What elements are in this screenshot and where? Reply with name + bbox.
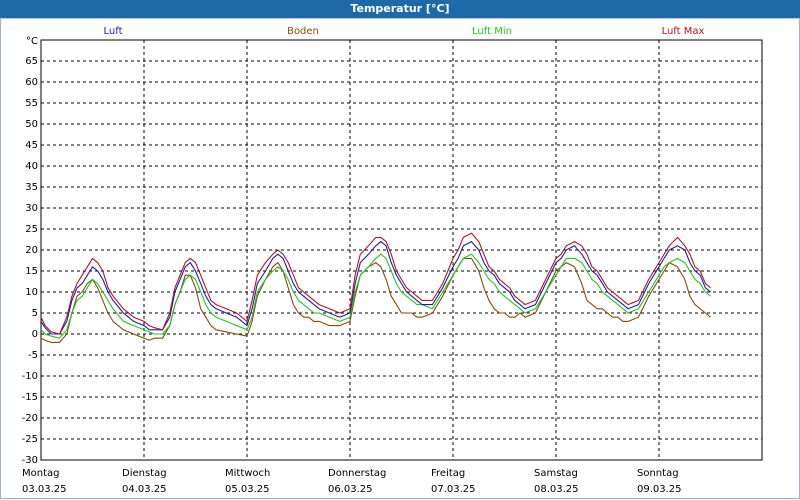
x-tick-date: 06.03.25 [328,484,373,495]
y-axis-label: °C [26,36,38,47]
y-tick-label: -15 [22,392,38,403]
y-tick-label: -20 [22,413,38,424]
legend-entry: Luft Min [472,26,512,37]
series-line-luft-min [40,253,711,339]
series-line-luft-max [40,232,711,335]
x-tick-date: 07.03.25 [431,484,476,495]
x-tick-weekday: Mittwoch [225,468,270,479]
y-tick-label: 30 [25,203,38,214]
y-tick-label: -30 [22,455,38,466]
x-tick-date: 09.03.25 [637,484,682,495]
y-tick-label: -10 [22,371,38,382]
y-tick-label: 55 [25,98,38,109]
y-tick-label: 60 [25,77,38,88]
y-tick-label: 35 [25,182,38,193]
series-line-boden [40,257,711,343]
y-tick-label: 65 [25,56,38,67]
legend-entry: Luft [104,26,123,37]
x-tick-weekday: Samstag [534,468,578,479]
x-tick-weekday: Sonntag [637,468,679,479]
y-tick-label: 45 [25,140,38,151]
x-tick-date: 04.03.25 [122,484,167,495]
y-tick-label: 40 [25,161,38,172]
y-tick-label: 10 [25,287,38,298]
y-tick-label: 50 [25,119,38,130]
legend-entry: Luft Max [662,26,705,37]
x-tick-weekday: Freitag [431,468,465,479]
series-line-luft [40,241,711,335]
y-tick-label: -25 [22,434,38,445]
y-tick-label: 15 [25,266,38,277]
chart-title: Temperatur [°C] [0,0,800,19]
y-tick-label: 20 [25,245,38,256]
y-tick-label: 0 [32,329,38,340]
y-tick-label: 5 [32,308,38,319]
x-tick-weekday: Montag [22,468,59,479]
x-tick-weekday: Dienstag [122,468,167,479]
x-tick-date: 08.03.25 [534,484,579,495]
y-tick-label: -5 [28,350,38,361]
x-tick-date: 05.03.25 [225,484,270,495]
x-tick-weekday: Donnerstag [328,468,386,479]
y-tick-label: 25 [25,224,38,235]
x-tick-date: 03.03.25 [22,484,67,495]
legend-entry: Boden [287,26,319,37]
